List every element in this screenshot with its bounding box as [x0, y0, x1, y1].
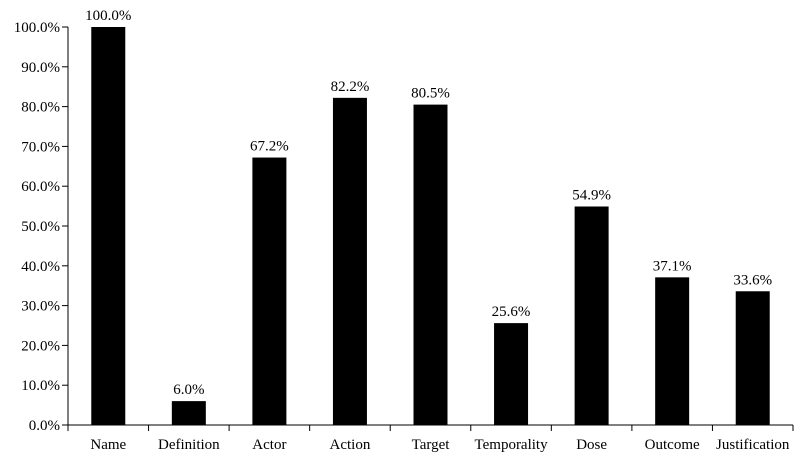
y-tick-label: 20.0% [21, 338, 60, 354]
y-tick-label: 50.0% [21, 219, 60, 235]
bar [735, 291, 770, 425]
data-label: 37.1% [653, 258, 692, 274]
y-tick-label: 0.0% [29, 418, 60, 434]
data-label: 100.0% [85, 8, 131, 24]
data-label: 80.5% [411, 86, 450, 102]
y-tick-label: 30.0% [21, 299, 60, 315]
y-tick-label: 10.0% [21, 378, 60, 394]
category-label: Outcome [645, 437, 700, 453]
category-labels: Name Definition Actor Action Target Temporali… [90, 437, 790, 453]
x-axis [67, 424, 794, 431]
bar [252, 157, 287, 425]
bar [413, 104, 448, 426]
bar [494, 323, 529, 425]
data-label: 25.6% [492, 304, 531, 320]
category-label: Temporality [475, 437, 549, 453]
data-labels: 100.0% 6.0% 67.2% 82.2% 80.5% 25.6% 54.9% 37.1%… [85, 8, 772, 398]
data-label: 6.0% [173, 382, 204, 398]
category-label: Actor [252, 437, 286, 453]
data-label: 67.2% [250, 139, 289, 155]
bar [171, 401, 206, 425]
y-tick-label: 40.0% [21, 259, 60, 275]
category-label: Target [412, 437, 451, 453]
category-label: Definition [158, 437, 220, 453]
y-axis: 0.0% 10.0% 20.0% 30.0% 40.0% 50.0% 60.0% 70.0% 8… [14, 20, 69, 434]
data-label: 82.2% [331, 79, 370, 95]
bar [91, 27, 126, 425]
data-label: 54.9% [572, 187, 611, 203]
category-label: Action [330, 437, 371, 453]
y-tick-label: 70.0% [21, 139, 60, 155]
data-label: 33.6% [733, 272, 772, 288]
category-label: Name [90, 437, 126, 453]
y-tick-label: 90.0% [21, 60, 60, 76]
bars [91, 27, 770, 426]
category-label: Justification [716, 437, 790, 453]
y-tick-label: 60.0% [21, 179, 60, 195]
category-label: Dose [576, 437, 607, 453]
bar [655, 277, 690, 425]
bar [332, 97, 367, 426]
y-tick-label: 80.0% [21, 100, 60, 116]
bar [574, 206, 609, 425]
y-tick-label: 100.0% [14, 20, 60, 36]
